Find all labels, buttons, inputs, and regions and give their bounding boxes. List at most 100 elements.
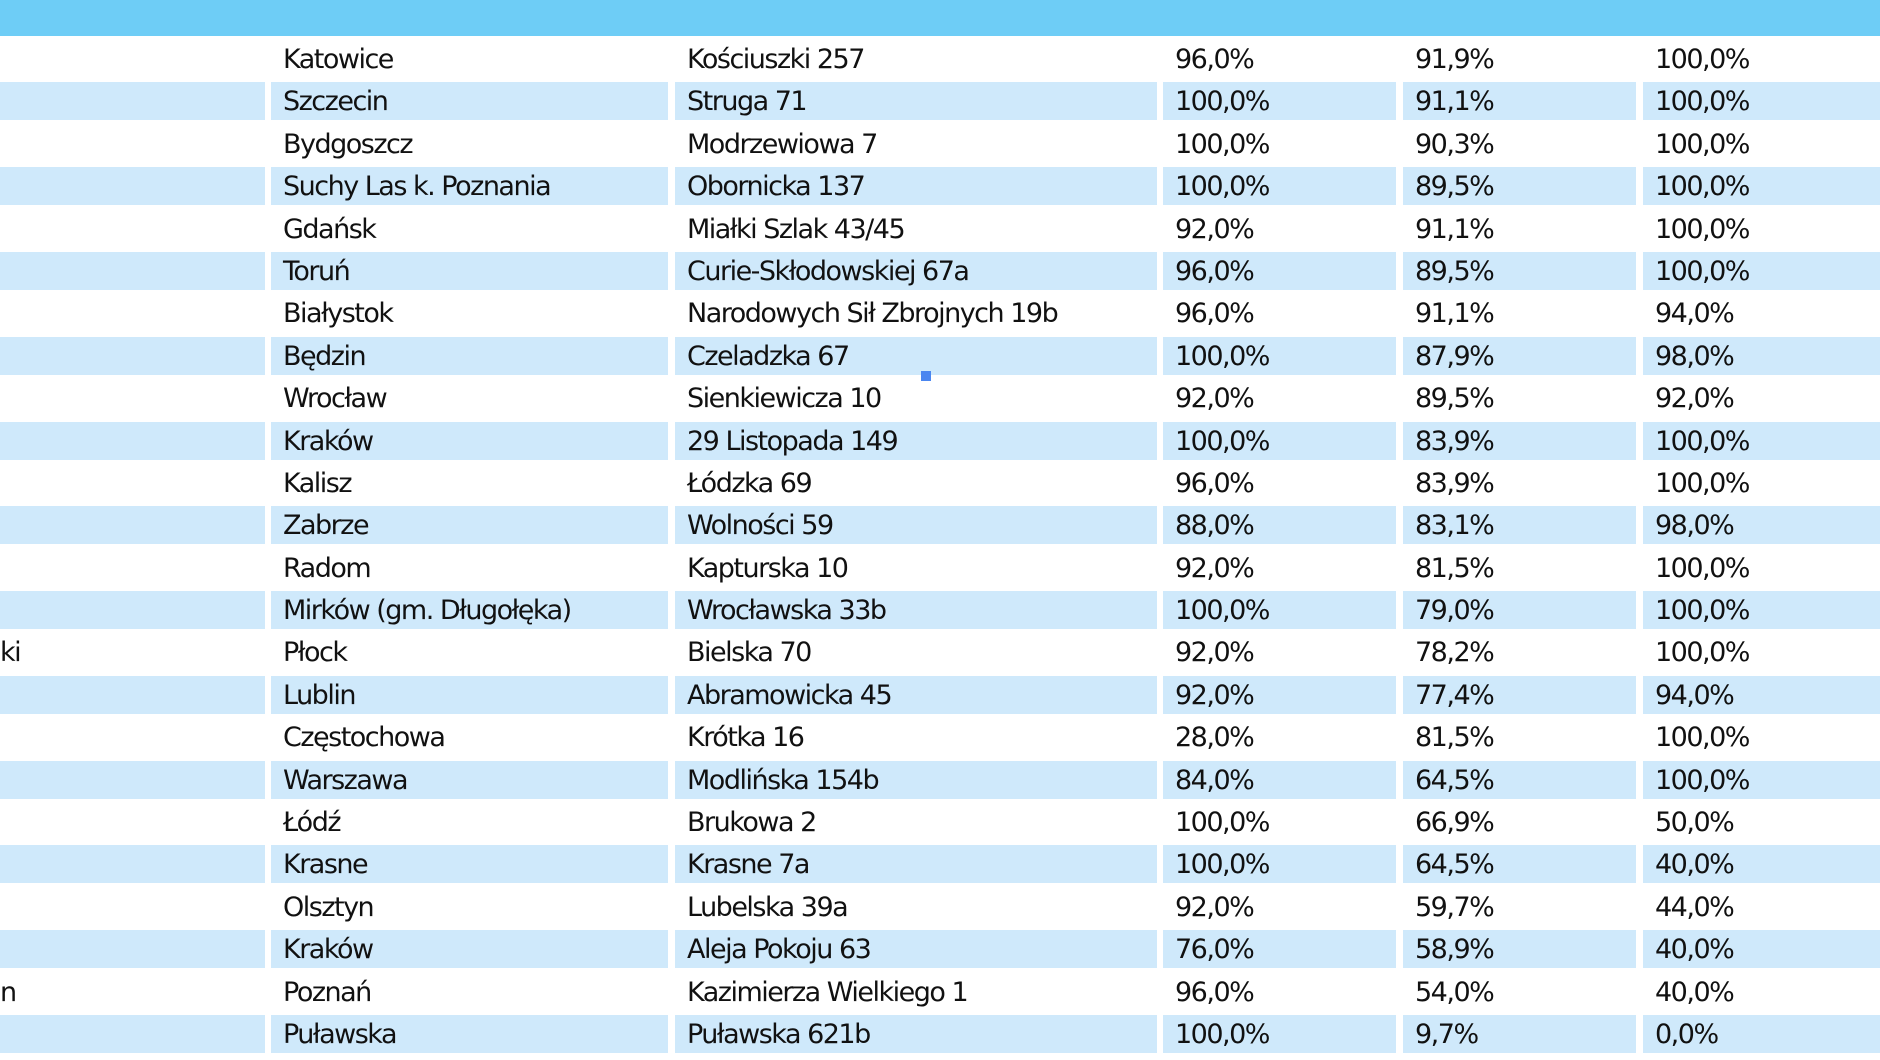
cell-percent-3: 44,0% (1655, 891, 1735, 923)
cell-city: Toruń (271, 251, 668, 290)
cell-truncated (0, 760, 265, 799)
cell-address: Puławska 621b (675, 1014, 1157, 1053)
cell-percent-1: 100,0% (1163, 845, 1396, 884)
cell-address: Bielska 70 (687, 637, 812, 669)
table-row: Szczecin Struga 71 100,0% 91,1% 100,0% (0, 82, 1880, 124)
cell-percent-2: 66,9% (1415, 807, 1495, 839)
cell-truncated (0, 888, 265, 926)
cell-percent-3: 100,0% (1643, 760, 1880, 799)
table-row: Gdańsk Miałki Szlak 43/45 92,0% 91,1% 100,0% (0, 210, 1880, 252)
cell-truncated (0, 803, 265, 841)
table-row: Lublin Abramowicka 45 92,0% 77,4% 94,0% (0, 675, 1880, 718)
cell-truncated (0, 40, 265, 78)
cell-percent-2: 81,5% (1415, 722, 1495, 754)
cell-percent-3: 50,0% (1655, 807, 1735, 839)
cell-percent-1: 88,0% (1163, 506, 1396, 545)
table-row: Łódź Brukowa 2 100,0% 66,9% 50,0% (0, 803, 1880, 845)
cell-percent-2: 58,9% (1403, 930, 1636, 969)
cell-percent-3: 94,0% (1655, 298, 1735, 330)
cell-percent-1: 92,0% (1175, 891, 1255, 923)
cell-address: Modlińska 154b (675, 760, 1157, 799)
cell-percent-1: 76,0% (1163, 930, 1396, 969)
cell-city: Suchy Las k. Poznania (271, 167, 668, 206)
cell-percent-1: 92,0% (1175, 552, 1255, 584)
cell-address: 29 Listopada 149 (675, 421, 1157, 460)
cell-percent-3: 98,0% (1643, 336, 1880, 375)
cell-city: Krasne (271, 845, 668, 884)
cell-address: Curie-Skłodowskiej 67a (675, 251, 1157, 290)
cell-truncated (0, 421, 265, 460)
cell-truncated (0, 675, 265, 714)
cell-percent-1: 100,0% (1175, 807, 1270, 839)
cell-percent-1: 96,0% (1175, 976, 1255, 1008)
cell-city: Płock (283, 637, 348, 669)
cell-city: Częstochowa (283, 722, 446, 754)
cell-address: Łódzka 69 (687, 467, 813, 499)
cell-truncated (0, 125, 265, 163)
cell-city: Kraków (271, 421, 668, 460)
cell-percent-1: 92,0% (1175, 213, 1255, 245)
cell-percent-1: 96,0% (1163, 251, 1396, 290)
cell-percent-1: 100,0% (1163, 591, 1396, 630)
cell-truncated (0, 210, 265, 248)
cell-percent-2: 9,7% (1403, 1014, 1636, 1053)
cell-percent-2: 64,5% (1403, 845, 1636, 884)
table-row: Warszawa Modlińska 154b 84,0% 64,5% 100,0% (0, 760, 1880, 803)
cell-city: Wrocław (283, 383, 388, 415)
cell-city: Katowice (283, 44, 394, 75)
cell-percent-2: 81,5% (1415, 552, 1495, 584)
cell-percent-3: 100,0% (1655, 637, 1750, 669)
cell-address: Modrzewiowa 7 (687, 128, 878, 160)
cell-city: Zabrze (271, 506, 668, 545)
cell-address: Kazimierza Wielkiego 1 (687, 976, 969, 1008)
cell-city: Poznań (283, 976, 372, 1008)
cell-city: Szczecin (271, 82, 668, 121)
cell-address: Krasne 7a (675, 845, 1157, 884)
cell-percent-2: 89,5% (1403, 167, 1636, 206)
cell-city: Łódź (283, 807, 342, 839)
cell-percent-3: 0,0% (1643, 1014, 1880, 1053)
cell-percent-3: 100,0% (1655, 722, 1750, 754)
cell-address: Brukowa 2 (687, 807, 817, 839)
cell-percent-2: 83,9% (1415, 467, 1495, 499)
cell-percent-1: 100,0% (1163, 82, 1396, 121)
cell-city: Białystok (283, 298, 394, 330)
table-row: Krasne Krasne 7a 100,0% 64,5% 40,0% (0, 845, 1880, 887)
cell-percent-2: 89,5% (1415, 383, 1495, 415)
cell-percent-3: 40,0% (1643, 930, 1880, 969)
cell-percent-1: 96,0% (1175, 467, 1255, 499)
table-row: Kraków 29 Listopada 149 100,0% 83,9% 100,0% (0, 421, 1880, 464)
table-row: Mirków (gm. Długołęka) Wrocławska 33b 100,… (0, 591, 1880, 633)
cell-address: Sienkiewicza 10 (687, 383, 882, 415)
cell-truncated (0, 718, 265, 756)
cell-truncated: ki (0, 637, 22, 669)
cell-city: Gdańsk (283, 213, 377, 245)
cell-city: Kalisz (283, 467, 353, 499)
table-row: Bydgoszcz Modrzewiowa 7 100,0% 90,3% 100,0% (0, 125, 1880, 167)
cell-address: Krótka 16 (687, 722, 805, 754)
cell-truncated (0, 167, 265, 206)
cell-city: Warszawa (271, 760, 668, 799)
cell-city: Lublin (271, 675, 668, 714)
table-row: Olsztyn Lubelska 39a 92,0% 59,7% 44,0% (0, 888, 1880, 930)
table-row: Toruń Curie-Skłodowskiej 67a 96,0% 89,5% 100… (0, 251, 1880, 294)
selection-handle[interactable] (921, 371, 931, 381)
cell-percent-3: 100,0% (1643, 421, 1880, 460)
cell-address: Lubelska 39a (687, 891, 849, 923)
cell-percent-1: 100,0% (1175, 128, 1270, 160)
cell-percent-2: 83,9% (1403, 421, 1636, 460)
cell-city: Puławska (271, 1014, 668, 1053)
cell-percent-3: 100,0% (1655, 44, 1750, 75)
cell-percent-2: 64,5% (1403, 760, 1636, 799)
cell-percent-2: 83,1% (1403, 506, 1636, 545)
cell-percent-2: 89,5% (1403, 251, 1636, 290)
cell-percent-3: 100,0% (1643, 167, 1880, 206)
cell-city: Mirków (gm. Długołęka) (271, 591, 668, 630)
cell-percent-3: 92,0% (1655, 383, 1735, 415)
cell-percent-3: 100,0% (1643, 82, 1880, 121)
cell-percent-1: 96,0% (1175, 44, 1255, 75)
cell-address: Narodowych Sił Zbrojnych 19b (687, 298, 1059, 330)
cell-truncated (0, 294, 265, 332)
cell-city: Radom (283, 552, 372, 584)
cell-percent-3: 40,0% (1643, 845, 1880, 884)
